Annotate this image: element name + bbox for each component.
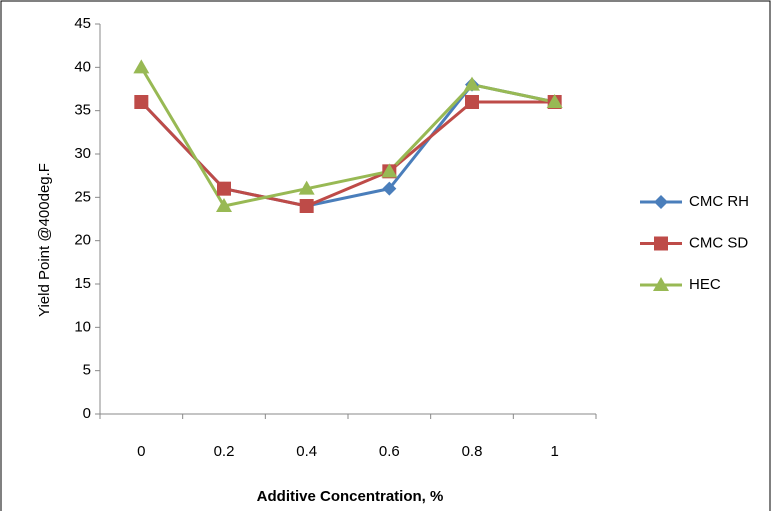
marker xyxy=(217,181,231,196)
x-tick-label: 0.2 xyxy=(214,443,235,460)
legend-marker xyxy=(653,277,669,291)
marker xyxy=(298,180,315,195)
y-axis-title: Yield Point @400deg.F xyxy=(36,163,53,317)
y-tick-label: 35 xyxy=(74,102,91,119)
y-tick-label: 20 xyxy=(74,232,91,249)
series-line xyxy=(140,66,555,208)
marker xyxy=(216,198,232,212)
marker xyxy=(546,94,563,108)
x-tick-label: 0.8 xyxy=(462,443,483,460)
marker xyxy=(465,95,479,109)
x-tick-label: 0.6 xyxy=(379,443,400,460)
legend-label: HEC xyxy=(689,276,721,293)
y-tick-label: 10 xyxy=(74,318,91,335)
y-tick-label: 0 xyxy=(83,405,91,422)
x-tick-label: 0.4 xyxy=(296,443,317,460)
y-tick-label: 30 xyxy=(74,145,91,162)
marker xyxy=(299,199,314,213)
marker xyxy=(134,95,149,109)
y-tick-label: 45 xyxy=(74,15,91,32)
marker xyxy=(464,76,480,91)
y-tick-label: 5 xyxy=(83,362,91,379)
series-line xyxy=(140,100,555,208)
legend-label: CMC RH xyxy=(689,193,749,210)
y-tick-label: 40 xyxy=(74,58,91,75)
y-tick-label: 25 xyxy=(74,188,91,205)
x-axis-title: Additive Concentration, % xyxy=(257,488,444,505)
legend-label: CMC SD xyxy=(689,234,748,251)
y-tick-label: 15 xyxy=(74,275,91,292)
legend-marker xyxy=(654,236,668,251)
legend-marker xyxy=(654,195,668,209)
marker xyxy=(382,181,397,196)
x-tick-label: 0 xyxy=(137,443,145,460)
x-tick-label: 1 xyxy=(550,443,558,460)
marker xyxy=(381,163,398,178)
marker xyxy=(133,59,150,74)
